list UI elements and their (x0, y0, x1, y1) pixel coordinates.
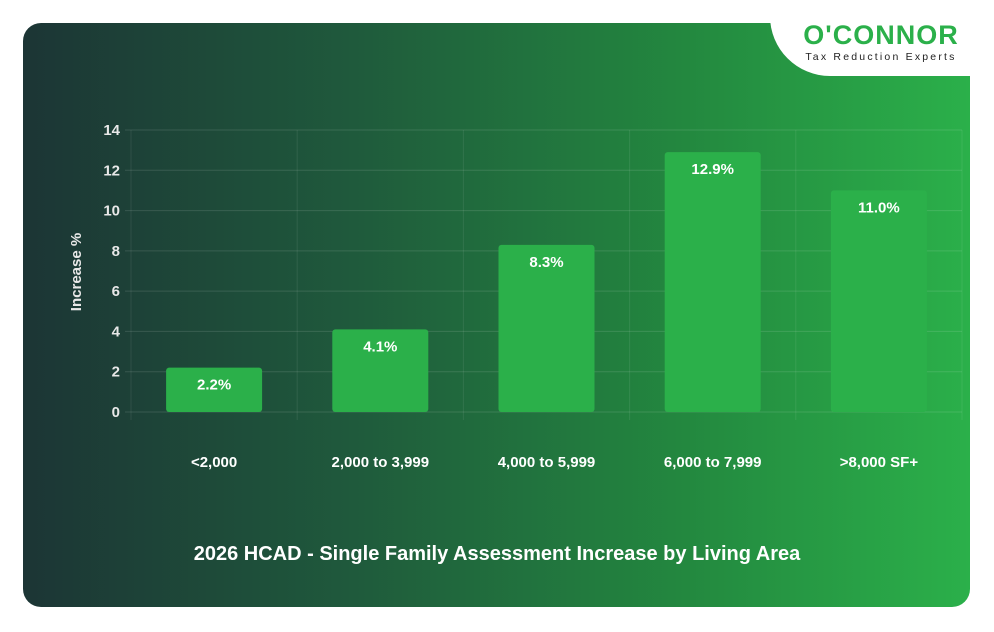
data-label: 12.9% (691, 161, 734, 178)
y-tick-label: 0 (112, 404, 120, 421)
y-tick-label: 6 (112, 283, 120, 300)
x-tick-label: >8,000 SF+ (840, 454, 919, 471)
data-label: 11.0% (858, 199, 900, 216)
bar (830, 190, 927, 412)
chart-card (23, 23, 970, 607)
y-tick-label: 4 (112, 323, 121, 340)
data-label: 2.2% (197, 377, 231, 394)
logo-notch (770, 0, 994, 76)
x-tick-label: <2,000 (191, 454, 237, 471)
x-tick-label: 2,000 to 3,999 (332, 454, 430, 471)
bar (166, 367, 263, 412)
y-tick-label: 12 (103, 162, 120, 179)
bar (498, 244, 595, 412)
bar (664, 152, 761, 412)
y-tick-label: 2 (112, 364, 120, 381)
data-label: 4.1% (363, 338, 397, 355)
data-label: 8.3% (529, 254, 563, 271)
y-tick-label: 14 (103, 122, 120, 139)
chart-title: 2026 HCAD - Single Family Assessment Inc… (193, 543, 801, 565)
oconnor-logo: O'CONNOR Tax Reduction Experts (786, 20, 976, 64)
y-axis-label: Increase % (68, 233, 85, 311)
y-tick-label: 8 (112, 243, 120, 260)
logo-tagline: Tax Reduction Experts (805, 51, 957, 63)
bar (332, 329, 429, 412)
x-tick-label: 4,000 to 5,999 (498, 454, 596, 471)
y-tick-label: 10 (103, 203, 120, 220)
x-tick-label: 6,000 to 7,999 (664, 454, 762, 471)
logo-name: O'CONNOR (803, 20, 959, 50)
